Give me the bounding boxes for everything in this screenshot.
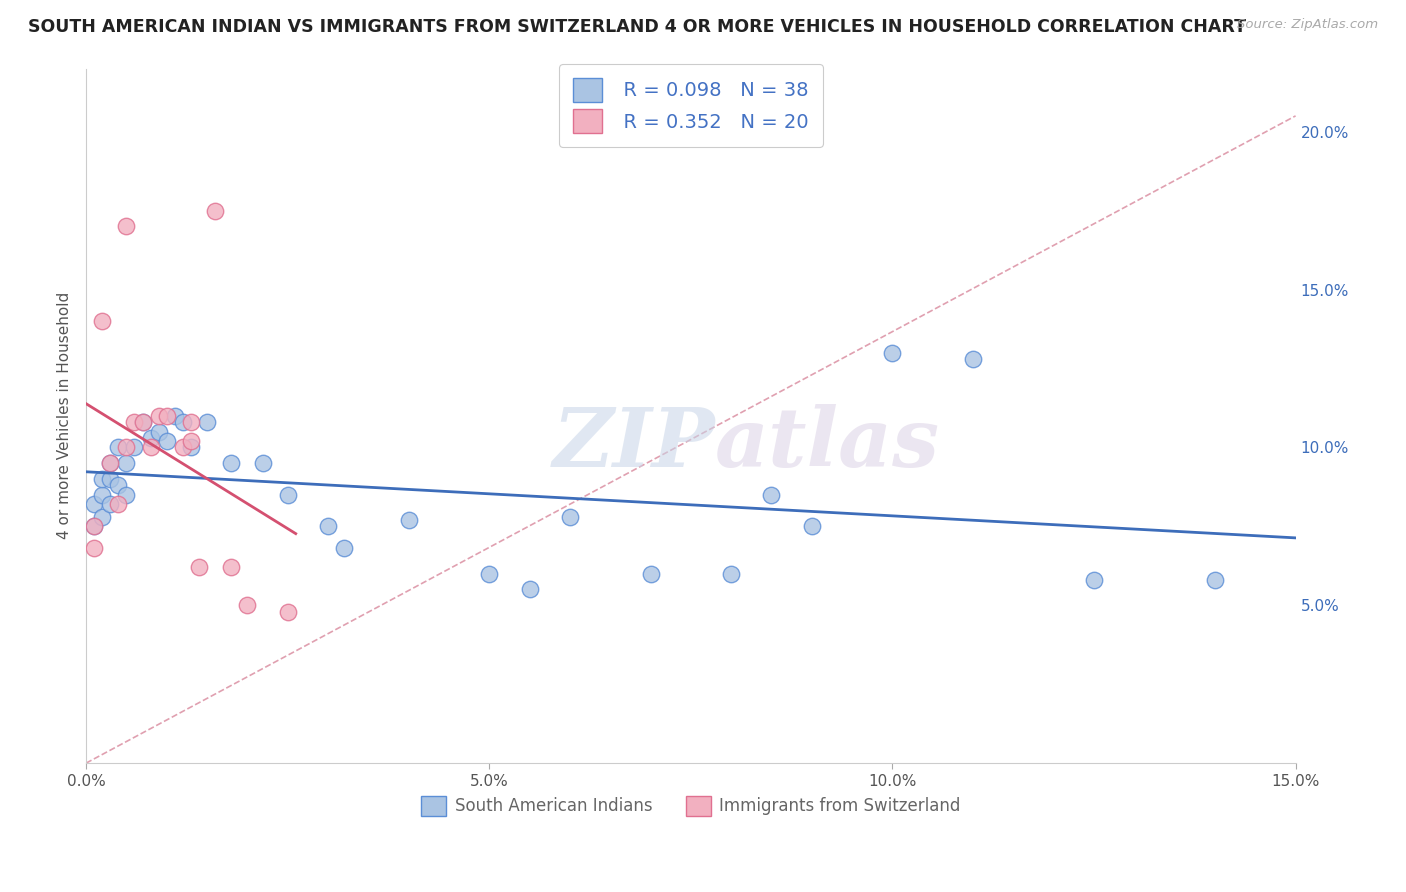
Point <box>107 441 129 455</box>
Point <box>139 441 162 455</box>
Point <box>398 513 420 527</box>
Point <box>236 599 259 613</box>
Point <box>91 488 114 502</box>
Point <box>115 441 138 455</box>
Point <box>172 441 194 455</box>
Point <box>156 434 179 448</box>
Point <box>1204 573 1226 587</box>
Point <box>124 415 146 429</box>
Point <box>156 409 179 423</box>
Point <box>139 431 162 445</box>
Point <box>163 409 186 423</box>
Text: SOUTH AMERICAN INDIAN VS IMMIGRANTS FROM SWITZERLAND 4 OR MORE VEHICLES IN HOUSE: SOUTH AMERICAN INDIAN VS IMMIGRANTS FROM… <box>28 18 1246 36</box>
Point <box>277 488 299 502</box>
Point <box>180 434 202 448</box>
Point <box>640 566 662 581</box>
Y-axis label: 4 or more Vehicles in Household: 4 or more Vehicles in Household <box>58 293 72 540</box>
Point <box>98 497 121 511</box>
Point <box>91 314 114 328</box>
Point <box>219 560 242 574</box>
Point <box>91 509 114 524</box>
Point <box>277 605 299 619</box>
Point <box>316 519 339 533</box>
Point <box>558 509 581 524</box>
Point <box>180 441 202 455</box>
Point <box>98 456 121 470</box>
Point <box>98 456 121 470</box>
Text: ZIP: ZIP <box>553 403 716 483</box>
Point <box>115 456 138 470</box>
Point <box>882 345 904 359</box>
Point <box>91 472 114 486</box>
Point <box>180 415 202 429</box>
Legend: South American Indians, Immigrants from Switzerland: South American Indians, Immigrants from … <box>413 788 969 824</box>
Point <box>148 425 170 439</box>
Point <box>188 560 211 574</box>
Point <box>800 519 823 533</box>
Point <box>131 415 153 429</box>
Point <box>333 541 356 556</box>
Point <box>124 441 146 455</box>
Point <box>83 497 105 511</box>
Point <box>83 541 105 556</box>
Point <box>195 415 218 429</box>
Point <box>107 497 129 511</box>
Point <box>115 219 138 234</box>
Point <box>761 488 783 502</box>
Point <box>204 203 226 218</box>
Point <box>98 472 121 486</box>
Text: Source: ZipAtlas.com: Source: ZipAtlas.com <box>1237 18 1378 31</box>
Point <box>131 415 153 429</box>
Point <box>962 351 984 366</box>
Point <box>83 519 105 533</box>
Point <box>1083 573 1105 587</box>
Text: atlas: atlas <box>716 403 941 483</box>
Point <box>219 456 242 470</box>
Point <box>83 519 105 533</box>
Point <box>172 415 194 429</box>
Point <box>720 566 742 581</box>
Point <box>519 582 541 597</box>
Point <box>107 478 129 492</box>
Point <box>115 488 138 502</box>
Point <box>478 566 501 581</box>
Point <box>148 409 170 423</box>
Point <box>252 456 274 470</box>
